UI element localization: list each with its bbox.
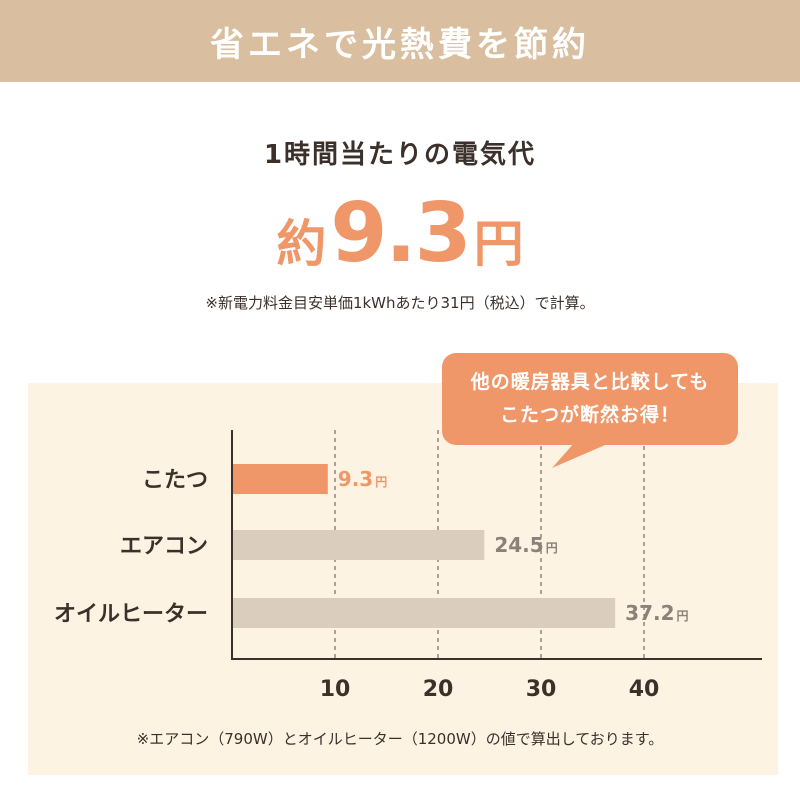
cost-subtitle: 1時間当たりの電気代 (263, 140, 537, 170)
data-label: 37.2 円 (625, 601, 688, 625)
x-tick-label: 40 (629, 677, 660, 702)
title-banner: 省エネで光熱費を節約 (0, 0, 800, 82)
price-prefix: 約 (276, 215, 327, 273)
data-label: 9.3 円 (338, 467, 387, 491)
callout-bubble: 他の暖房器具と比較しても こたつが断然お得！ (442, 353, 738, 445)
bar (232, 464, 328, 494)
category-label: こたつ (142, 468, 208, 493)
x-tick-label: 20 (423, 677, 454, 702)
data-label: 24.5 円 (494, 533, 557, 557)
price-unit: 円 (473, 215, 524, 273)
bar (232, 530, 485, 560)
x-tick-label: 30 (526, 677, 557, 702)
callout-line-1: 他の暖房器具と比較しても (470, 370, 710, 393)
bar (232, 598, 616, 628)
price-highlight: 約 9.3 円 (0, 186, 800, 281)
callout-line-2: こたつが断然お得！ (499, 404, 680, 426)
category-label: オイルヒーター (54, 602, 208, 627)
comparison-panel (28, 383, 778, 775)
price-value: 9.3 (330, 186, 471, 281)
category-label: エアコン (120, 534, 208, 559)
rate-note: ※新電力料金目安単価1kWhあたり31円（税込）で計算。 (205, 294, 595, 312)
x-tick-label: 10 (320, 677, 351, 702)
footnote: ※エアコン（790W）とオイルヒーター（1200W）の値で算出しております。 (136, 730, 664, 748)
page-title: 省エネで光熱費を節約 (210, 24, 590, 65)
